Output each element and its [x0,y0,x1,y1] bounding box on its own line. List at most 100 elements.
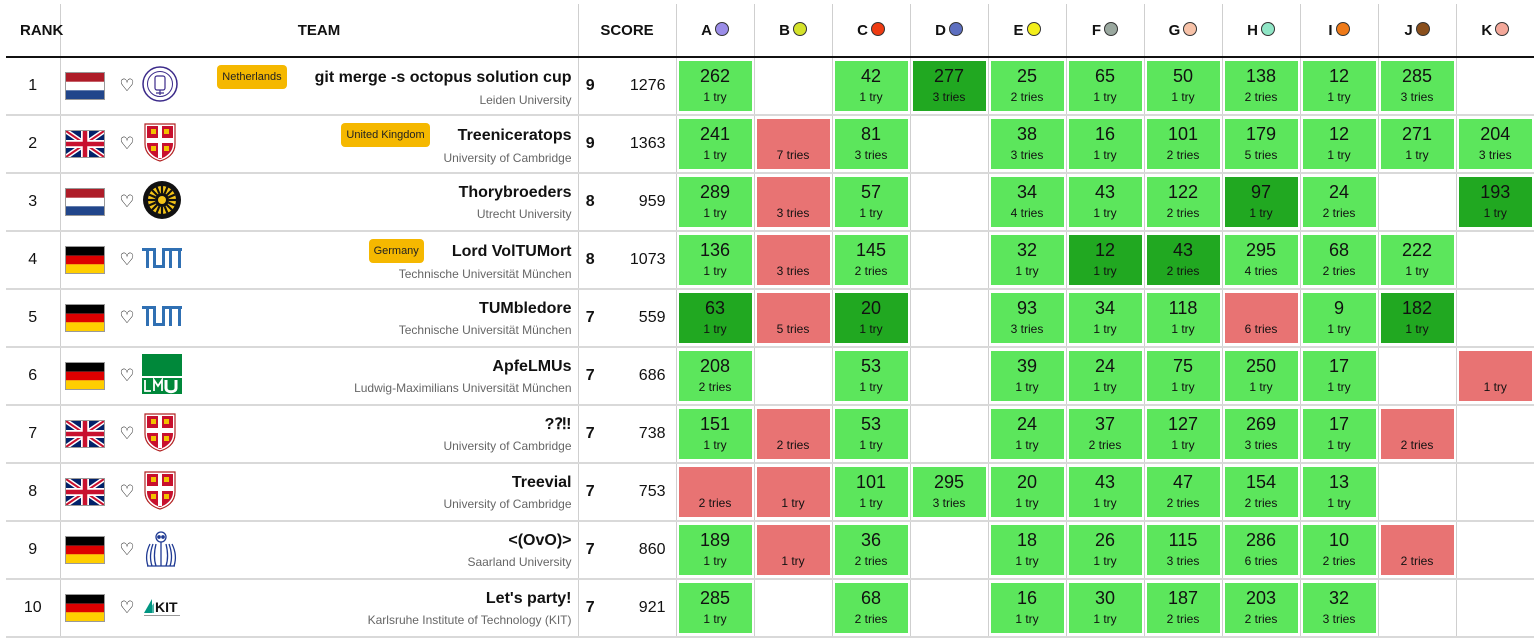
problem-cell-j[interactable]: 271 1 try [1377,115,1456,174]
problem-cell-f[interactable]: 26 1 try [1065,521,1144,580]
team-name[interactable]: ?⁈! [544,415,572,433]
problem-cell-b[interactable] [753,57,832,116]
problem-cell-i[interactable]: 13 1 try [1299,463,1378,522]
problem-cell-h[interactable]: 250 1 try [1221,347,1300,406]
problem-cell-k[interactable] [1455,463,1534,522]
problem-cell-h[interactable]: 6 tries [1221,289,1300,348]
team-row[interactable]: 1 ♡ Netherlands git merge -s octopus solu… [6,57,1534,116]
problem-cell-d[interactable] [909,347,988,406]
problem-cell-d[interactable] [909,579,988,638]
problem-cell-d[interactable] [909,231,988,290]
problem-cell-f[interactable]: 30 1 try [1065,579,1144,638]
problem-cell-g[interactable]: 43 2 tries [1143,231,1222,290]
problem-cell-g[interactable]: 127 1 try [1143,405,1222,464]
problem-cell-j[interactable]: 222 1 try [1377,231,1456,290]
favorite-heart-icon[interactable]: ♡ [112,347,142,406]
problem-cell-e[interactable]: 18 1 try [987,521,1066,580]
problem-cell-d[interactable]: 295 3 tries [909,463,988,522]
team-row[interactable]: 3 ♡ Thorybroeders Utrecht University 8 9… [6,173,1534,232]
problem-cell-g[interactable]: 122 2 tries [1143,173,1222,232]
problem-cell-a[interactable]: 151 1 try [675,405,754,464]
problem-cell-h[interactable]: 179 5 tries [1221,115,1300,174]
problem-cell-f[interactable]: 65 1 try [1065,57,1144,116]
problem-cell-g[interactable]: 75 1 try [1143,347,1222,406]
team-name[interactable]: Treevial [511,473,572,491]
problem-header-b[interactable]: B [753,4,832,58]
problem-cell-j[interactable]: 182 1 try [1377,289,1456,348]
problem-cell-c[interactable]: 145 2 tries [831,231,910,290]
team-row[interactable]: 7 ♡ ?⁈! University of Cambridge 7 738 15… [6,405,1534,464]
problem-cell-e[interactable]: 32 1 try [987,231,1066,290]
problem-header-a[interactable]: A [675,4,754,58]
problem-cell-i[interactable]: 10 2 tries [1299,521,1378,580]
problem-cell-h[interactable]: 154 2 tries [1221,463,1300,522]
team-name[interactable]: Lord VolTUMort [451,242,572,260]
problem-cell-b[interactable]: 1 try [753,521,832,580]
problem-cell-a[interactable]: 2 tries [675,463,754,522]
problem-cell-i[interactable]: 17 1 try [1299,405,1378,464]
problem-cell-g[interactable]: 187 2 tries [1143,579,1222,638]
problem-cell-c[interactable]: 53 1 try [831,405,910,464]
problem-cell-c[interactable]: 36 2 tries [831,521,910,580]
team-row[interactable]: 8 ♡ Treevial University of Cambridge 7 7… [6,463,1534,522]
problem-cell-j[interactable]: 2 tries [1377,521,1456,580]
problem-cell-i[interactable]: 9 1 try [1299,289,1378,348]
problem-cell-c[interactable]: 42 1 try [831,57,910,116]
problem-cell-k[interactable] [1455,521,1534,580]
problem-cell-j[interactable]: 2 tries [1377,405,1456,464]
problem-cell-e[interactable]: 93 3 tries [987,289,1066,348]
problem-cell-h[interactable]: 286 6 tries [1221,521,1300,580]
problem-header-h[interactable]: H [1221,4,1300,58]
team-row[interactable]: 5 ♡ TUMbledore Technische Universität Mü… [6,289,1534,348]
problem-cell-c[interactable]: 57 1 try [831,173,910,232]
problem-cell-d[interactable] [909,521,988,580]
problem-cell-g[interactable]: 115 3 tries [1143,521,1222,580]
problem-cell-b[interactable]: 3 tries [753,231,832,290]
problem-cell-i[interactable]: 17 1 try [1299,347,1378,406]
problem-cell-a[interactable]: 289 1 try [675,173,754,232]
problem-cell-d[interactable] [909,405,988,464]
problem-cell-e[interactable]: 24 1 try [987,405,1066,464]
problem-cell-k[interactable] [1455,579,1534,638]
team-name[interactable]: Treeniceratops [457,126,572,144]
problem-cell-b[interactable]: 1 try [753,463,832,522]
problem-cell-e[interactable]: 39 1 try [987,347,1066,406]
team-name[interactable]: Thorybroeders [458,183,572,201]
problem-cell-c[interactable]: 81 3 tries [831,115,910,174]
favorite-heart-icon[interactable]: ♡ [112,289,142,348]
problem-header-e[interactable]: E [987,4,1066,58]
favorite-heart-icon[interactable]: ♡ [112,521,142,580]
problem-cell-f[interactable]: 16 1 try [1065,115,1144,174]
favorite-heart-icon[interactable]: ♡ [112,57,142,116]
problem-cell-a[interactable]: 208 2 tries [675,347,754,406]
problem-cell-g[interactable]: 118 1 try [1143,289,1222,348]
problem-header-g[interactable]: G [1143,4,1222,58]
problem-cell-c[interactable]: 101 1 try [831,463,910,522]
problem-cell-b[interactable]: 2 tries [753,405,832,464]
problem-header-j[interactable]: J [1377,4,1456,58]
problem-cell-b[interactable]: 3 tries [753,173,832,232]
problem-cell-k[interactable]: 1 try [1455,347,1534,406]
team-row[interactable]: 10 ♡ KIT Let's party! Karlsruhe Institut… [6,579,1534,638]
team-name[interactable]: git merge -s octopus solution cup [314,68,572,86]
team-name[interactable]: ApfeLMUs [492,357,572,375]
favorite-heart-icon[interactable]: ♡ [112,173,142,232]
problem-cell-a[interactable]: 262 1 try [675,57,754,116]
problem-cell-k[interactable]: 193 1 try [1455,173,1534,232]
favorite-heart-icon[interactable]: ♡ [112,231,142,290]
problem-cell-f[interactable]: 37 2 tries [1065,405,1144,464]
team-name[interactable]: TUMbledore [479,299,572,317]
problem-cell-f[interactable]: 43 1 try [1065,173,1144,232]
problem-cell-k[interactable] [1455,405,1534,464]
problem-cell-a[interactable]: 63 1 try [675,289,754,348]
problem-cell-h[interactable]: 203 2 tries [1221,579,1300,638]
problem-cell-f[interactable]: 24 1 try [1065,347,1144,406]
problem-cell-c[interactable]: 68 2 tries [831,579,910,638]
problem-cell-b[interactable] [753,579,832,638]
problem-cell-e[interactable]: 20 1 try [987,463,1066,522]
problem-cell-j[interactable] [1377,463,1456,522]
problem-cell-d[interactable] [909,173,988,232]
problem-cell-h[interactable]: 295 4 tries [1221,231,1300,290]
problem-cell-j[interactable]: 285 3 tries [1377,57,1456,116]
problem-cell-d[interactable] [909,289,988,348]
